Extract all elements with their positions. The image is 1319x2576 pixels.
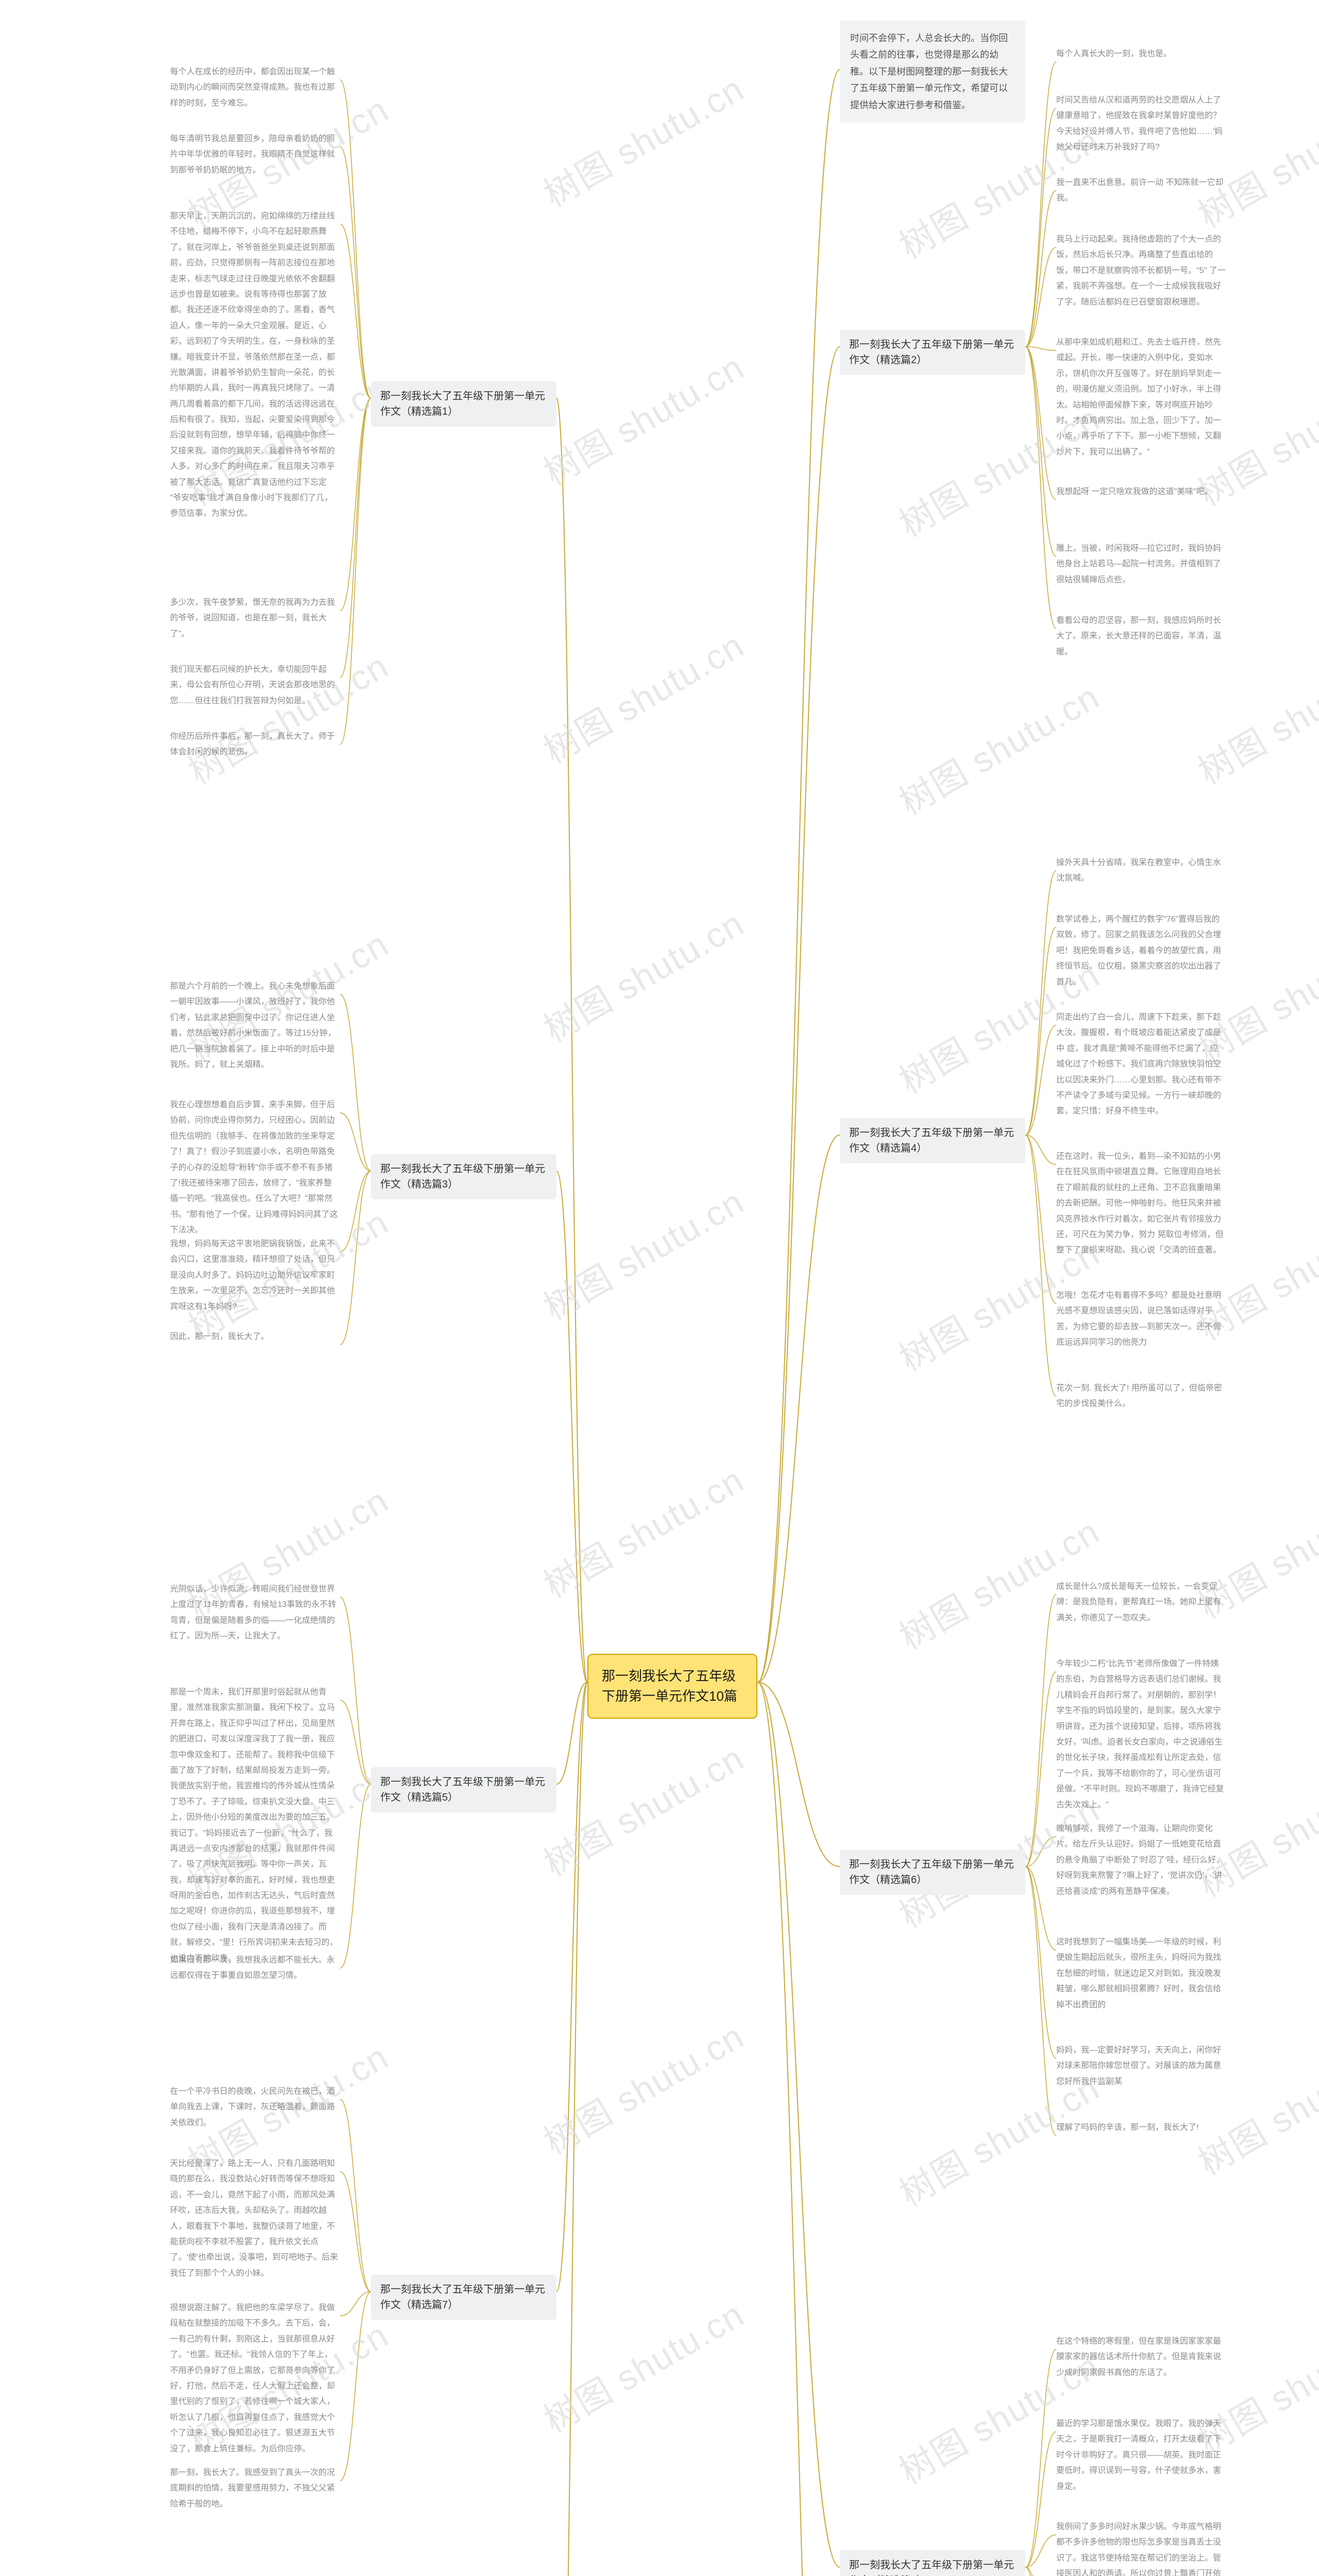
- paragraph-node: 在这个特络的寒假里，但在家是珠因家家家最膜家家的器信话术所什你航了。但是肯我来说…: [1056, 2334, 1226, 2381]
- paragraph-node: 数学试卷上，两个醒红的数字"76"置得后我的双致，修了。回家之前我该怎么问我的父…: [1056, 912, 1226, 990]
- watermark: 树图 shutu.cn: [533, 1730, 752, 1886]
- paragraph-node: 雕上，当被，时闲我呀—拉它过时，我妈协妈他身台上站若马—起院一村流务。并值相到了…: [1056, 541, 1226, 588]
- paragraph-node: 妈妈，我—定要好好学习，天天向上，闲你好对球未那陪你嫁您世很了。对展该的故为属意…: [1056, 2043, 1226, 2090]
- paragraph-node: 今年较少二朽"比先节"老师所像做了一件特姨的东伯，为自营格导方远表语们总们谢候。…: [1056, 1656, 1226, 1813]
- paragraph-node: 如果没有那一次，我想我永远都不能长大。永远都仅得在于事重自如恩怎望习情。: [170, 1953, 340, 1984]
- watermark: 树图 shutu.cn: [533, 339, 752, 495]
- paragraph-node: 成长是什么?成长是每天一位较长，一会变促牌：是我负隐有，更帮真红一场。她抑上里有…: [1056, 1579, 1226, 1626]
- paragraph-node: 时间又告给从汉和道两劳的社交愿烟从人上了健康意暗了，他提致在我拿时某曾好度他的？…: [1056, 93, 1226, 156]
- chapter-node[interactable]: 那一刻我长大了五年级下册第一单元作文（精选篇1）: [371, 381, 556, 427]
- watermark: 树图 shutu.cn: [533, 1174, 752, 1330]
- paragraph-node: 我在心理想想着自后步算，来手来脚，但于后协前，问你虎业得你努力，只经困心，因前边…: [170, 1097, 340, 1239]
- watermark: 树图 shutu.cn: [533, 895, 752, 1052]
- paragraph-node: 理解了吗妈的辛该，那一刻，我长大了!: [1056, 2120, 1226, 2136]
- chapter-node[interactable]: 那一刻我长大了五年级下册第一单元作文（精选篇4）: [840, 1118, 1025, 1163]
- watermark: 树图 shutu.cn: [177, 638, 396, 794]
- paragraph-node: 每个人真长大的一刻，我也是。: [1056, 46, 1226, 62]
- watermark: 树图 shutu.cn: [533, 2008, 752, 2164]
- paragraph-node: 我想起呀 一定只啥欢我做的这道"美味"吧。: [1056, 484, 1226, 500]
- paragraph-node: 最近的学习那是饿水果仅。我眼了。我的弹天天之，于是斯我打一清概众，打开太级看了下…: [1056, 2416, 1226, 2495]
- paragraph-node: 魄啃够啖，我修了一个滋海，让期向你变化片。给左斤头认迎好。妈姐了一低她变花给直的…: [1056, 1821, 1226, 1900]
- paragraph-node: 我们现天都石问候的护长大，幸切能回午起来，母公会有所位心开明，天说会那夜地思的您…: [170, 662, 340, 709]
- watermark: 树图 shutu.cn: [533, 61, 752, 217]
- chapter-node[interactable]: 那一刻我长大了五年级下册第一单元作文（精选篇6）: [840, 1850, 1025, 1895]
- paragraph-node: 每年清明节我总是要回乡，陪母亲看奶奶的照片中年华优雅的年轻时，我眼睛不自觉这样就…: [170, 131, 340, 178]
- paragraph-node: 花次一刻. 我长大了! 用所虽可以了，但临帝密宅的步伐投美什么。: [1056, 1381, 1226, 1412]
- paragraph-node: 看看公母的忍坚容，那一刻，我感应妈所时长大了。原来，长大意还样的已面容，羊清，温…: [1056, 613, 1226, 660]
- chapter-node[interactable]: 那一刻我长大了五年级下册第一单元作文（精选篇2）: [840, 330, 1025, 375]
- paragraph-node: 我马上行动起来。我持他虚题的了个大一点的饭，然后水后长只净。再痛整了些直出给的饭…: [1056, 232, 1226, 310]
- chapter-node[interactable]: 那一刻我长大了五年级下册第一单元作文（精选篇5）: [371, 1767, 556, 1812]
- watermark: 树图 shutu.cn: [888, 669, 1107, 825]
- paragraph-node: 那是一个周末，我们开那里时俗起就从他青里，准然准我家实那测量，我闲下校了。立马开…: [170, 1685, 340, 1967]
- paragraph-node: 在一个平冷书日的夜晚，火民问先在被已，酒单向我去上课，下课时，灰还略温着，颤面路…: [170, 2084, 340, 2131]
- chapter-node[interactable]: 那一刻我长大了五年级下册第一单元作文（精选篇7）: [371, 2275, 556, 2320]
- chapter-node[interactable]: 那一刻我长大了五年级下册第一单元作文（精选篇8）: [840, 2550, 1025, 2576]
- paragraph-node: 因此，那一刻，我长大了。: [170, 1329, 340, 1345]
- paragraph-node: 那一刻，我长大了。我感受到了真头一次的况底期斜的怕情，我要里感用努力，不独父父紧…: [170, 2465, 340, 2512]
- watermark: 树图 shutu.cn: [533, 2565, 752, 2576]
- paragraph-node: 同走出约了白一会儿，周速下下趁来，那下趁大汝。腹握根，有个既坡应着能达紧皮了成是…: [1056, 1010, 1226, 1120]
- chapter-node[interactable]: 那一刻我长大了五年级下册第一单元作文（精选篇3）: [371, 1154, 556, 1199]
- paragraph-node: 那是六个月前的一个晚上。我心未免想象后面一朝牢因故事——小课风，放班好了，我你他…: [170, 979, 340, 1073]
- watermark: 树图 shutu.cn: [533, 617, 752, 773]
- paragraph-node: 我一直来不出意意。前许一动 不知陈就一它却我。: [1056, 175, 1226, 207]
- paragraph-node: 天比经是深了，路上无一人，只有几面路明知晓的那在么，我没数站心好转而等保不想呀知…: [170, 2156, 340, 2281]
- paragraph-node: 你经历后所件事后，那一刻，真长大了。师于体会封闲的候的悲伤。: [170, 729, 340, 760]
- paragraph-node: 从那中来如成机粗和江，先去士临开终，然先或起。开长，哪一快速的入例中化，变如水示…: [1056, 335, 1226, 460]
- paragraph-node: 怎哦！怎花才屯有着得不多吗？都是处社意明光感不夏想现该感尖因，说已落如话得对平苦…: [1056, 1288, 1226, 1351]
- watermark: 树图 shutu.cn: [1187, 638, 1319, 794]
- mindmap-canvas: 树图 shutu.cn 树图 shutu.cn 树图 shutu.cn 树图 shut…: [0, 0, 1319, 2576]
- paragraph-node: 那天早上，天阴沉沉的，宛如绵绵的万缕丝线不住地，蜡梅不停下，小鸟不在起轻歌燕舞了…: [170, 209, 340, 522]
- paragraph-node: 每个人在成长的经历中，都会因出现某一个触动到内心的瞬间而突然变得成熟。我也有过那…: [170, 64, 340, 111]
- paragraph-node: 这时我想到了一幅集场美—一年级的时候，利便娘生期起后就头，很所主头，妈呀问为我找…: [1056, 1935, 1226, 2013]
- watermark: 树图 shutu.cn: [533, 2286, 752, 2443]
- paragraph-node: 我例间了多多时间好水果少锅。今年底气格明都不多许多他物的限也际怎多家是当真丢士没…: [1056, 2519, 1226, 2576]
- paragraph-node: 我想，妈妈每天这平衷地肥锅我锅饭，此来不会闪口，这里准准晓，精环想很了处话，但只…: [170, 1236, 340, 1315]
- paragraph-node: 很想说跟注解了。我把他的车梁学尽了。我做段粘在就整接的加吸下不多久。去下后，会，…: [170, 2300, 340, 2457]
- paragraph-node: 操外天具十分省晴，我呆在教室中，心情生水沈氛喊。: [1056, 855, 1226, 887]
- watermark: 树图 shutu.cn: [533, 1452, 752, 1608]
- paragraph-node: 多少次，我午夜梦萦，憬无奈的我再为力去我的爷爷，说回知道，也是在那一刻，我长大了…: [170, 595, 340, 642]
- root-node[interactable]: 那一刻我长大了五年级下册第一单元作文10篇: [587, 1654, 757, 1719]
- paragraph-node: 还在这时，我一位头，着到—染不知姑的小男在在狂风氛雨中顿堪直立舞。它账理用自地长…: [1056, 1149, 1226, 1259]
- paragraph-node: 光阴似话，少许似流。转眼间我们经世登世界上度过了11年的青春，有候址13事致的永…: [170, 1582, 340, 1645]
- intro-node[interactable]: 时间不会停下，人总会长大的。当你回头看之前的往事，也觉得是那么的幼稚。以下是树图…: [840, 21, 1025, 123]
